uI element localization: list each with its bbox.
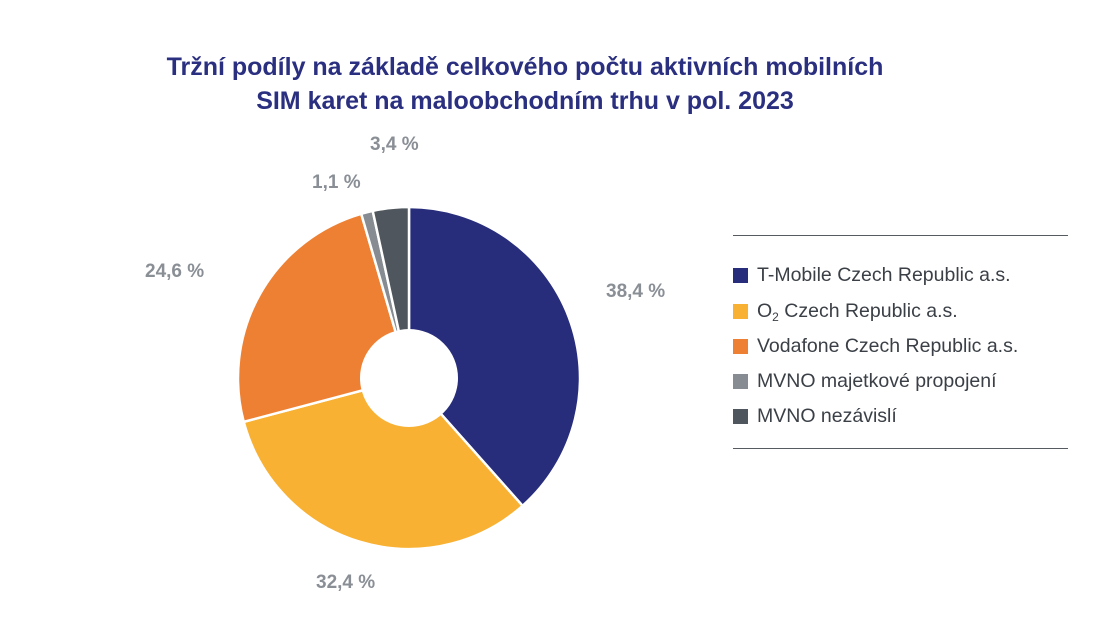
donut-hole <box>360 329 458 427</box>
slices-group <box>236 205 582 551</box>
legend-swatch-mvno-majetkove <box>733 373 748 389</box>
legend-label-o2-main: O <box>757 299 773 322</box>
legend-label-o2-sub: 2 <box>772 309 779 324</box>
legend-item-mvno-majetkove: MVNO majetkové propojení <box>733 367 997 395</box>
legend: T-Mobile Czech Republic a.s. O2 Czech Re… <box>733 235 1068 449</box>
chart-title: Tržní podíly na základě celkového počtu … <box>100 50 950 118</box>
chart-title-line-2: SIM karet na maloobchodním trhu v pol. 2… <box>256 87 794 115</box>
legend-label-mvno-majetkove: MVNO majetkové propojení <box>757 369 997 392</box>
legend-label-mvno-nezavisli: MVNO nezávislí <box>757 404 897 427</box>
legend-swatch-mvno-nezavisli <box>733 408 748 424</box>
legend-label-vodafone: Vodafone Czech Republic a.s. <box>757 334 1019 357</box>
legend-label-o2-rest: Czech Republic a.s. <box>778 299 958 322</box>
legend-item-mvno-nezavisli: MVNO nezávislí <box>733 402 897 430</box>
legend-swatch-o2 <box>733 303 748 319</box>
slice-label-t-mobile: 38,4 % <box>606 281 665 302</box>
legend-swatch-vodafone <box>733 338 748 354</box>
slice-label-mvno-nezavisli: 3,4 % <box>370 134 419 155</box>
legend-label-o2: O2 Czech Republic a.s. <box>757 300 958 323</box>
slice-label-vodafone: 24,6 % <box>145 261 204 282</box>
legend-item-vodafone: Vodafone Czech Republic a.s. <box>733 332 1018 360</box>
chart-title-line-1: Tržní podíly na základě celkového počtu … <box>166 53 884 81</box>
slice-o2 <box>242 376 524 551</box>
slice-label-o2: 32,4 % <box>316 572 375 593</box>
legend-item-o2: O2 Czech Republic a.s. <box>733 297 958 325</box>
slice-t-mobile <box>407 205 582 508</box>
legend-swatch-t-mobile <box>733 267 748 283</box>
legend-label-t-mobile: T-Mobile Czech Republic a.s. <box>757 263 1011 286</box>
labels-group: 38,4 % 32,4 % 24,6 % 1,1 % 3,4 % <box>145 134 665 593</box>
slice-label-mvno-majetkove: 1,1 % <box>312 172 361 193</box>
legend-item-t-mobile: T-Mobile Czech Republic a.s. <box>733 261 1011 289</box>
